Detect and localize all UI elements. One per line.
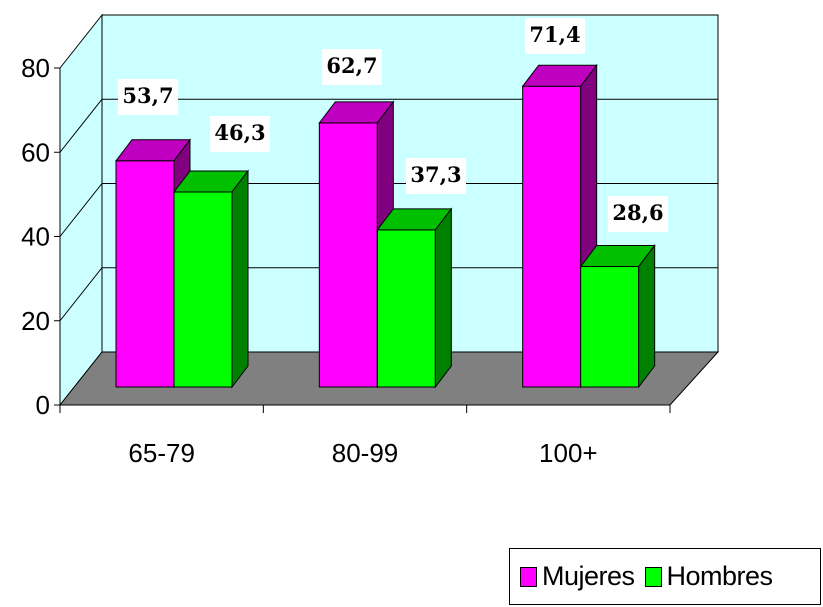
- bar-side-hombres-65-79: [231, 169, 249, 389]
- gridline-60: [59, 98, 718, 153]
- x-tick-label-80-99: 80-99: [332, 438, 399, 468]
- bar-front-hombres-80-99: [376, 229, 436, 388]
- data-labels: 53,7 46,3 62,7 37,3 71,4 28,6: [118, 18, 668, 232]
- legend: Mujeres Hombres: [509, 548, 821, 605]
- legend-swatch-hombres: [644, 566, 662, 587]
- data-label-text-hombres-80-99: 37,3: [410, 162, 461, 187]
- data-label-box-mujeres-80-99: [322, 49, 382, 85]
- data-label-mujeres-100+: 71,4: [525, 18, 585, 54]
- data-label-text-mujeres-65-79: 53,7: [122, 83, 173, 108]
- legend-item-mujeres: Mujeres: [520, 561, 635, 592]
- data-label-box-mujeres-100+: [525, 18, 585, 54]
- bar-front-hombres-65-79: [173, 191, 233, 388]
- data-label-text-hombres-100+: 28,6: [612, 200, 663, 225]
- gridline-20: [59, 267, 718, 322]
- data-label-text-hombres-65-79: 46,3: [214, 120, 265, 145]
- legend-item-hombres: Hombres: [644, 561, 774, 592]
- bar-side-hombres-100+: [638, 244, 656, 389]
- bar-front-mujeres-100+: [522, 85, 582, 388]
- data-label-mujeres-80-99: 62,7: [322, 49, 382, 85]
- data-label-box-hombres-65-79: [210, 116, 270, 152]
- bar-front-hombres-100+: [580, 266, 640, 388]
- chart-axes: 0 20 40 60 80 65-79 80-99 100+: [21, 53, 671, 468]
- data-label-mujeres-65-79: 53,7: [118, 79, 178, 115]
- y-tick-label-0: 0: [36, 390, 50, 420]
- y-tick-label-20: 20: [21, 306, 50, 336]
- data-label-box-hombres-100+: [608, 196, 668, 232]
- y-tick-label-40: 40: [21, 222, 50, 252]
- x-tick-label-65-79: 65-79: [128, 438, 195, 468]
- bar-side-hombres-80-99: [434, 207, 452, 389]
- gridlines: [59, 98, 718, 322]
- bar-front-mujeres-65-79: [115, 160, 175, 388]
- legend-swatch-mujeres: [520, 566, 537, 587]
- data-label-hombres-65-79: 46,3: [210, 116, 270, 152]
- data-label-text-mujeres-100+: 71,4: [529, 22, 580, 47]
- data-label-box-hombres-80-99: [406, 158, 466, 194]
- bars: [114, 63, 656, 389]
- legend-label-hombres: Hombres: [666, 561, 774, 591]
- y-tick-label-80: 80: [21, 53, 50, 83]
- data-label-text-mujeres-80-99: 62,7: [326, 53, 377, 78]
- data-label-box-mujeres-65-79: [118, 79, 178, 115]
- gridline-40: [59, 183, 718, 237]
- bar-front-mujeres-80-99: [318, 122, 378, 388]
- legend-label-mujeres: Mujeres: [542, 561, 635, 591]
- y-tick-label-60: 60: [21, 137, 50, 167]
- data-label-hombres-100+: 28,6: [608, 196, 668, 232]
- x-tick-label-100+: 100+: [539, 438, 598, 468]
- data-label-hombres-80-99: 37,3: [406, 158, 466, 194]
